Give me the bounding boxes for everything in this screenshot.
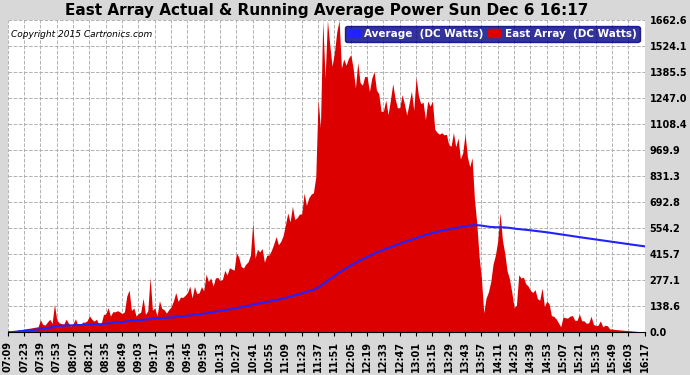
Title: East Array Actual & Running Average Power Sun Dec 6 16:17: East Array Actual & Running Average Powe… [65, 3, 588, 18]
Text: Copyright 2015 Cartronics.com: Copyright 2015 Cartronics.com [11, 30, 152, 39]
Legend: Average  (DC Watts), East Array  (DC Watts): Average (DC Watts), East Array (DC Watts… [344, 26, 640, 42]
